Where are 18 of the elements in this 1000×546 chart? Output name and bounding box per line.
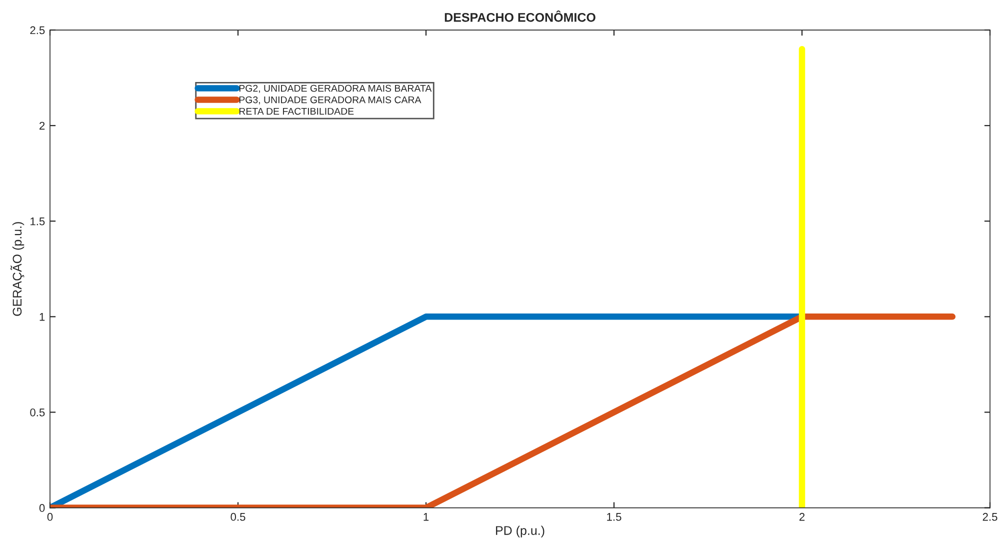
legend-label: PG3, UNIDADE GERADORA MAIS CARA bbox=[239, 96, 422, 104]
x-axis-title: PD (p.u.) bbox=[496, 526, 544, 538]
y-tick-label: 2 bbox=[40, 122, 45, 130]
y-tick-label: 1 bbox=[40, 313, 45, 321]
legend-label: RETA DE FACTIBILIDADE bbox=[239, 108, 354, 115]
y-tick-label: 2.5 bbox=[30, 26, 45, 34]
y-axis-title: GERAÇÃO (p.u.) bbox=[10, 222, 24, 316]
y-tick-label: 1.5 bbox=[30, 218, 45, 226]
x-tick-label: 1 bbox=[424, 513, 429, 521]
legend-label: PG2, UNIDADE GERADORA MAIS BARATA bbox=[239, 84, 432, 93]
x-tick-label: 2.5 bbox=[982, 512, 998, 521]
x-tick-label: 0.5 bbox=[230, 512, 246, 521]
x-tick-label: 1.5 bbox=[607, 513, 622, 521]
chart-title: DESPACHO ECONÔMICO bbox=[444, 10, 596, 22]
x-tick-label: 2 bbox=[799, 512, 805, 521]
x-tick-label: 0 bbox=[47, 512, 53, 521]
y-tick-label: 0.5 bbox=[30, 408, 45, 416]
y-tick-label: 0 bbox=[39, 504, 45, 512]
